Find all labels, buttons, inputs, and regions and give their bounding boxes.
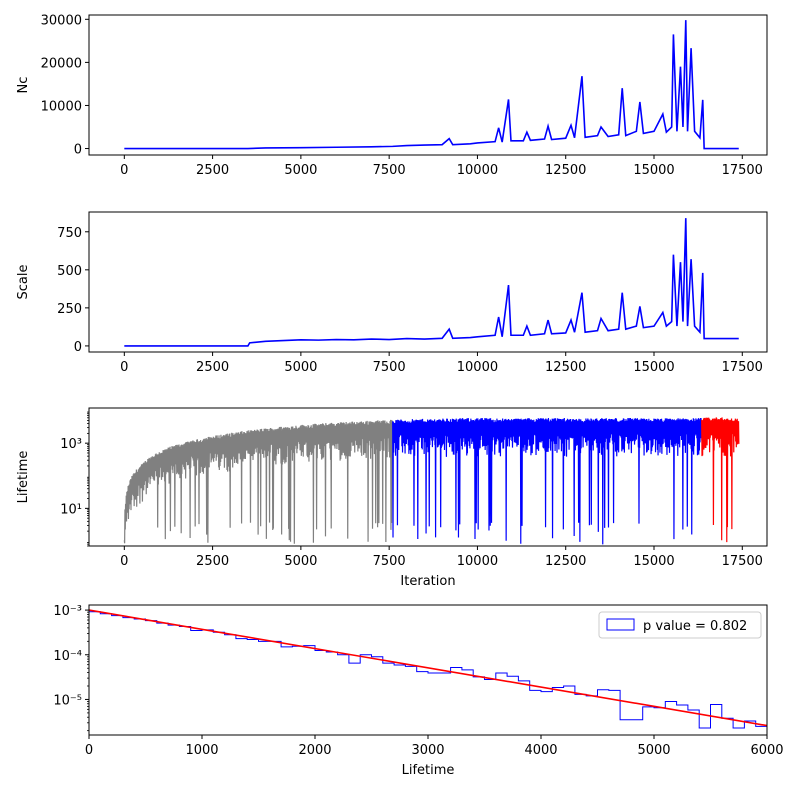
x-tick-label: 1000	[185, 743, 218, 758]
series-trace-2	[392, 417, 703, 545]
panel-1: 0 2500 5000 7500 10000 12500 15000 17500 0 10000 2…	[16, 13, 768, 178]
x-tick-label: 17500	[722, 360, 763, 375]
x-tick-label: 4000	[524, 743, 557, 758]
x-tick-label: 2000	[298, 743, 331, 758]
y-axis-label: Scale	[16, 265, 31, 300]
y-tick-label: 0	[74, 340, 82, 355]
series-line	[124, 218, 739, 347]
x-tick-label: 10000	[457, 163, 498, 178]
y-tick-label: 750	[57, 226, 82, 241]
x-tick-label: 2500	[196, 360, 229, 375]
x-tick-label: 17500	[722, 554, 763, 569]
series-trace-1	[123, 419, 394, 544]
plot-area	[123, 417, 740, 545]
x-tick-label: 12500	[545, 554, 586, 569]
x-tick-label: 7500	[373, 554, 406, 569]
y-tick-label: 10000	[41, 99, 82, 114]
panel-3: 0 2500 5000 7500 10000 12500 15000 17500 10¹ 10³ L…	[16, 407, 768, 589]
axes-frame	[88, 14, 768, 156]
axes-frame	[88, 211, 768, 353]
panel-4: 0 1000 2000 3000 4000 5000 6000 10⁻⁵ 10⁻⁴ 10⁻³ Lif…	[53, 604, 783, 778]
x-tick-label: 7500	[373, 360, 406, 375]
x-tick-label: 7500	[373, 163, 406, 178]
x-tick-label: 5000	[284, 360, 317, 375]
panel-2: 0 2500 5000 7500 10000 12500 15000 17500 0 250 500…	[16, 211, 768, 375]
x-tick-label: 3000	[411, 743, 444, 758]
x-tick-label: 0	[120, 360, 128, 375]
x-axis-label: Iteration	[400, 574, 455, 589]
y-tick-label: 30000	[41, 13, 82, 28]
fit-line	[89, 609, 767, 727]
x-tick-label: 2500	[196, 554, 229, 569]
histogram-steps	[89, 611, 767, 729]
x-tick-label: 5000	[637, 743, 670, 758]
x-tick-label: 0	[85, 743, 93, 758]
series-line	[124, 20, 739, 150]
x-tick-label: 2500	[196, 163, 229, 178]
plot-area	[124, 218, 739, 347]
y-axis-label: Lifetime	[16, 451, 31, 504]
x-tick-label: 0	[120, 554, 128, 569]
x-tick-label: 15000	[633, 360, 674, 375]
legend-swatch	[606, 618, 635, 631]
x-tick-label: 5000	[284, 163, 317, 178]
x-tick-label: 15000	[633, 163, 674, 178]
y-tick-label: 500	[57, 264, 82, 279]
x-tick-label: 10000	[457, 554, 498, 569]
y-tick-label: 20000	[41, 56, 82, 71]
x-tick-label: 12500	[545, 163, 586, 178]
y-tick-label: 10⁻³	[53, 604, 82, 619]
x-axis-label: Lifetime	[402, 763, 455, 778]
x-tick-label: 17500	[722, 163, 763, 178]
plot-area	[124, 20, 739, 150]
x-tick-label: 15000	[633, 554, 674, 569]
legend-label: p value = 0.802	[643, 619, 747, 634]
x-tick-label: 6000	[750, 743, 783, 758]
legend-box	[598, 611, 762, 639]
legend: p value = 0.802	[598, 611, 762, 639]
series-trace-3	[701, 417, 740, 543]
y-tick-label: 10⁻⁴	[53, 649, 82, 664]
y-tick-label: 0	[74, 143, 82, 158]
y-tick-label: 10³	[60, 437, 82, 452]
x-tick-label: 12500	[545, 360, 586, 375]
y-tick-label: 10¹	[60, 502, 82, 517]
y-tick-label: 250	[57, 302, 82, 317]
x-tick-label: 5000	[284, 554, 317, 569]
x-tick-label: 10000	[457, 360, 498, 375]
plot-area	[89, 609, 767, 729]
y-axis-label: Nc	[16, 77, 31, 94]
y-tick-label: 10⁻⁵	[53, 693, 82, 708]
x-tick-label: 0	[120, 163, 128, 178]
